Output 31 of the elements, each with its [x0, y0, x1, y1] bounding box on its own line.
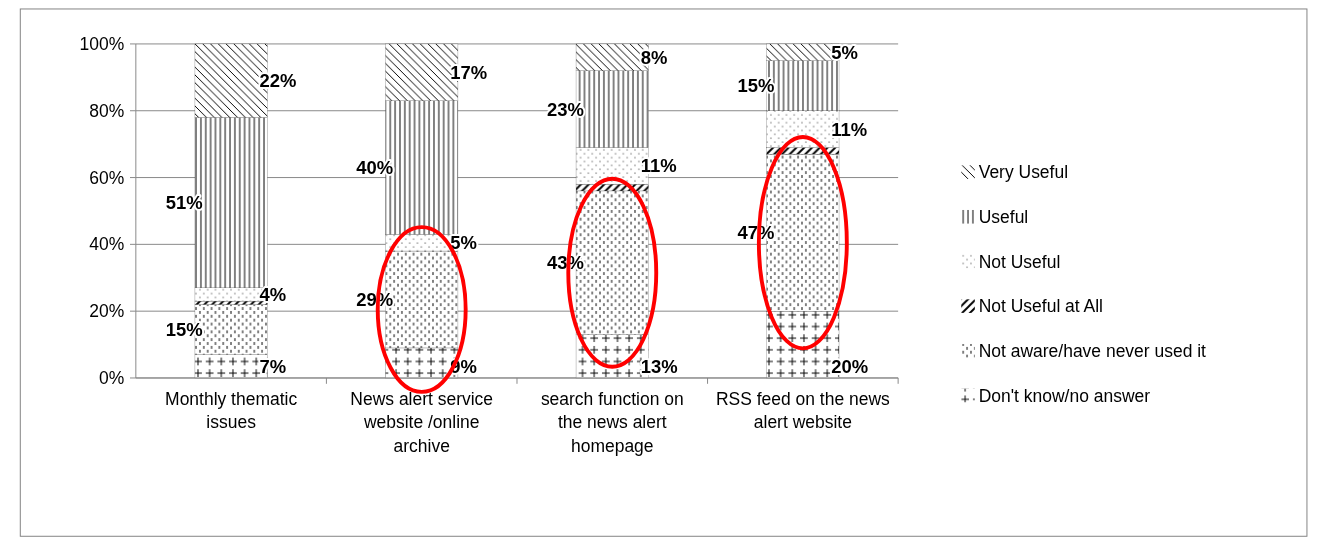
legend-label: Not aware/have never used it — [978, 340, 1207, 361]
data-label: 15% — [737, 75, 775, 97]
x-tick-label: News alert service website /online archive — [350, 389, 494, 456]
y-tick-label: 40% — [89, 234, 125, 255]
legend-label: Don't know/no answer — [978, 385, 1151, 406]
data-label: 40% — [356, 156, 394, 178]
y-tick-label: 80% — [89, 100, 125, 121]
data-label: 15% — [165, 319, 203, 340]
legend-label: Not Useful — [978, 251, 1061, 272]
data-label: 13% — [640, 355, 678, 377]
y-tick-label: 100% — [79, 34, 125, 55]
y-tick-label: 60% — [89, 167, 125, 188]
data-label: 7% — [259, 355, 287, 377]
data-label: 8% — [640, 46, 668, 68]
data-label: 4% — [259, 283, 287, 305]
data-label: 5% — [450, 232, 477, 254]
data-label: 5% — [831, 41, 858, 63]
data-label: 11% — [640, 155, 677, 177]
legend-label: Useful — [978, 206, 1029, 227]
data-label: 51% — [165, 192, 203, 214]
data-label: 22% — [259, 70, 297, 92]
data-label: 11% — [831, 118, 868, 140]
data-label: 23% — [546, 98, 584, 120]
x-tick-label: RSS feed on the news alert website — [715, 389, 891, 433]
y-tick-label: 0% — [98, 368, 125, 389]
data-label: 20% — [831, 355, 869, 377]
legend-label: Not Useful at All — [978, 296, 1104, 317]
legend-label: Very Useful — [978, 162, 1069, 183]
x-tick-label: search function on the news alert homepage — [540, 389, 684, 456]
y-tick-label: 20% — [89, 301, 125, 322]
x-tick-label: Monthly thematic issues — [165, 389, 298, 433]
